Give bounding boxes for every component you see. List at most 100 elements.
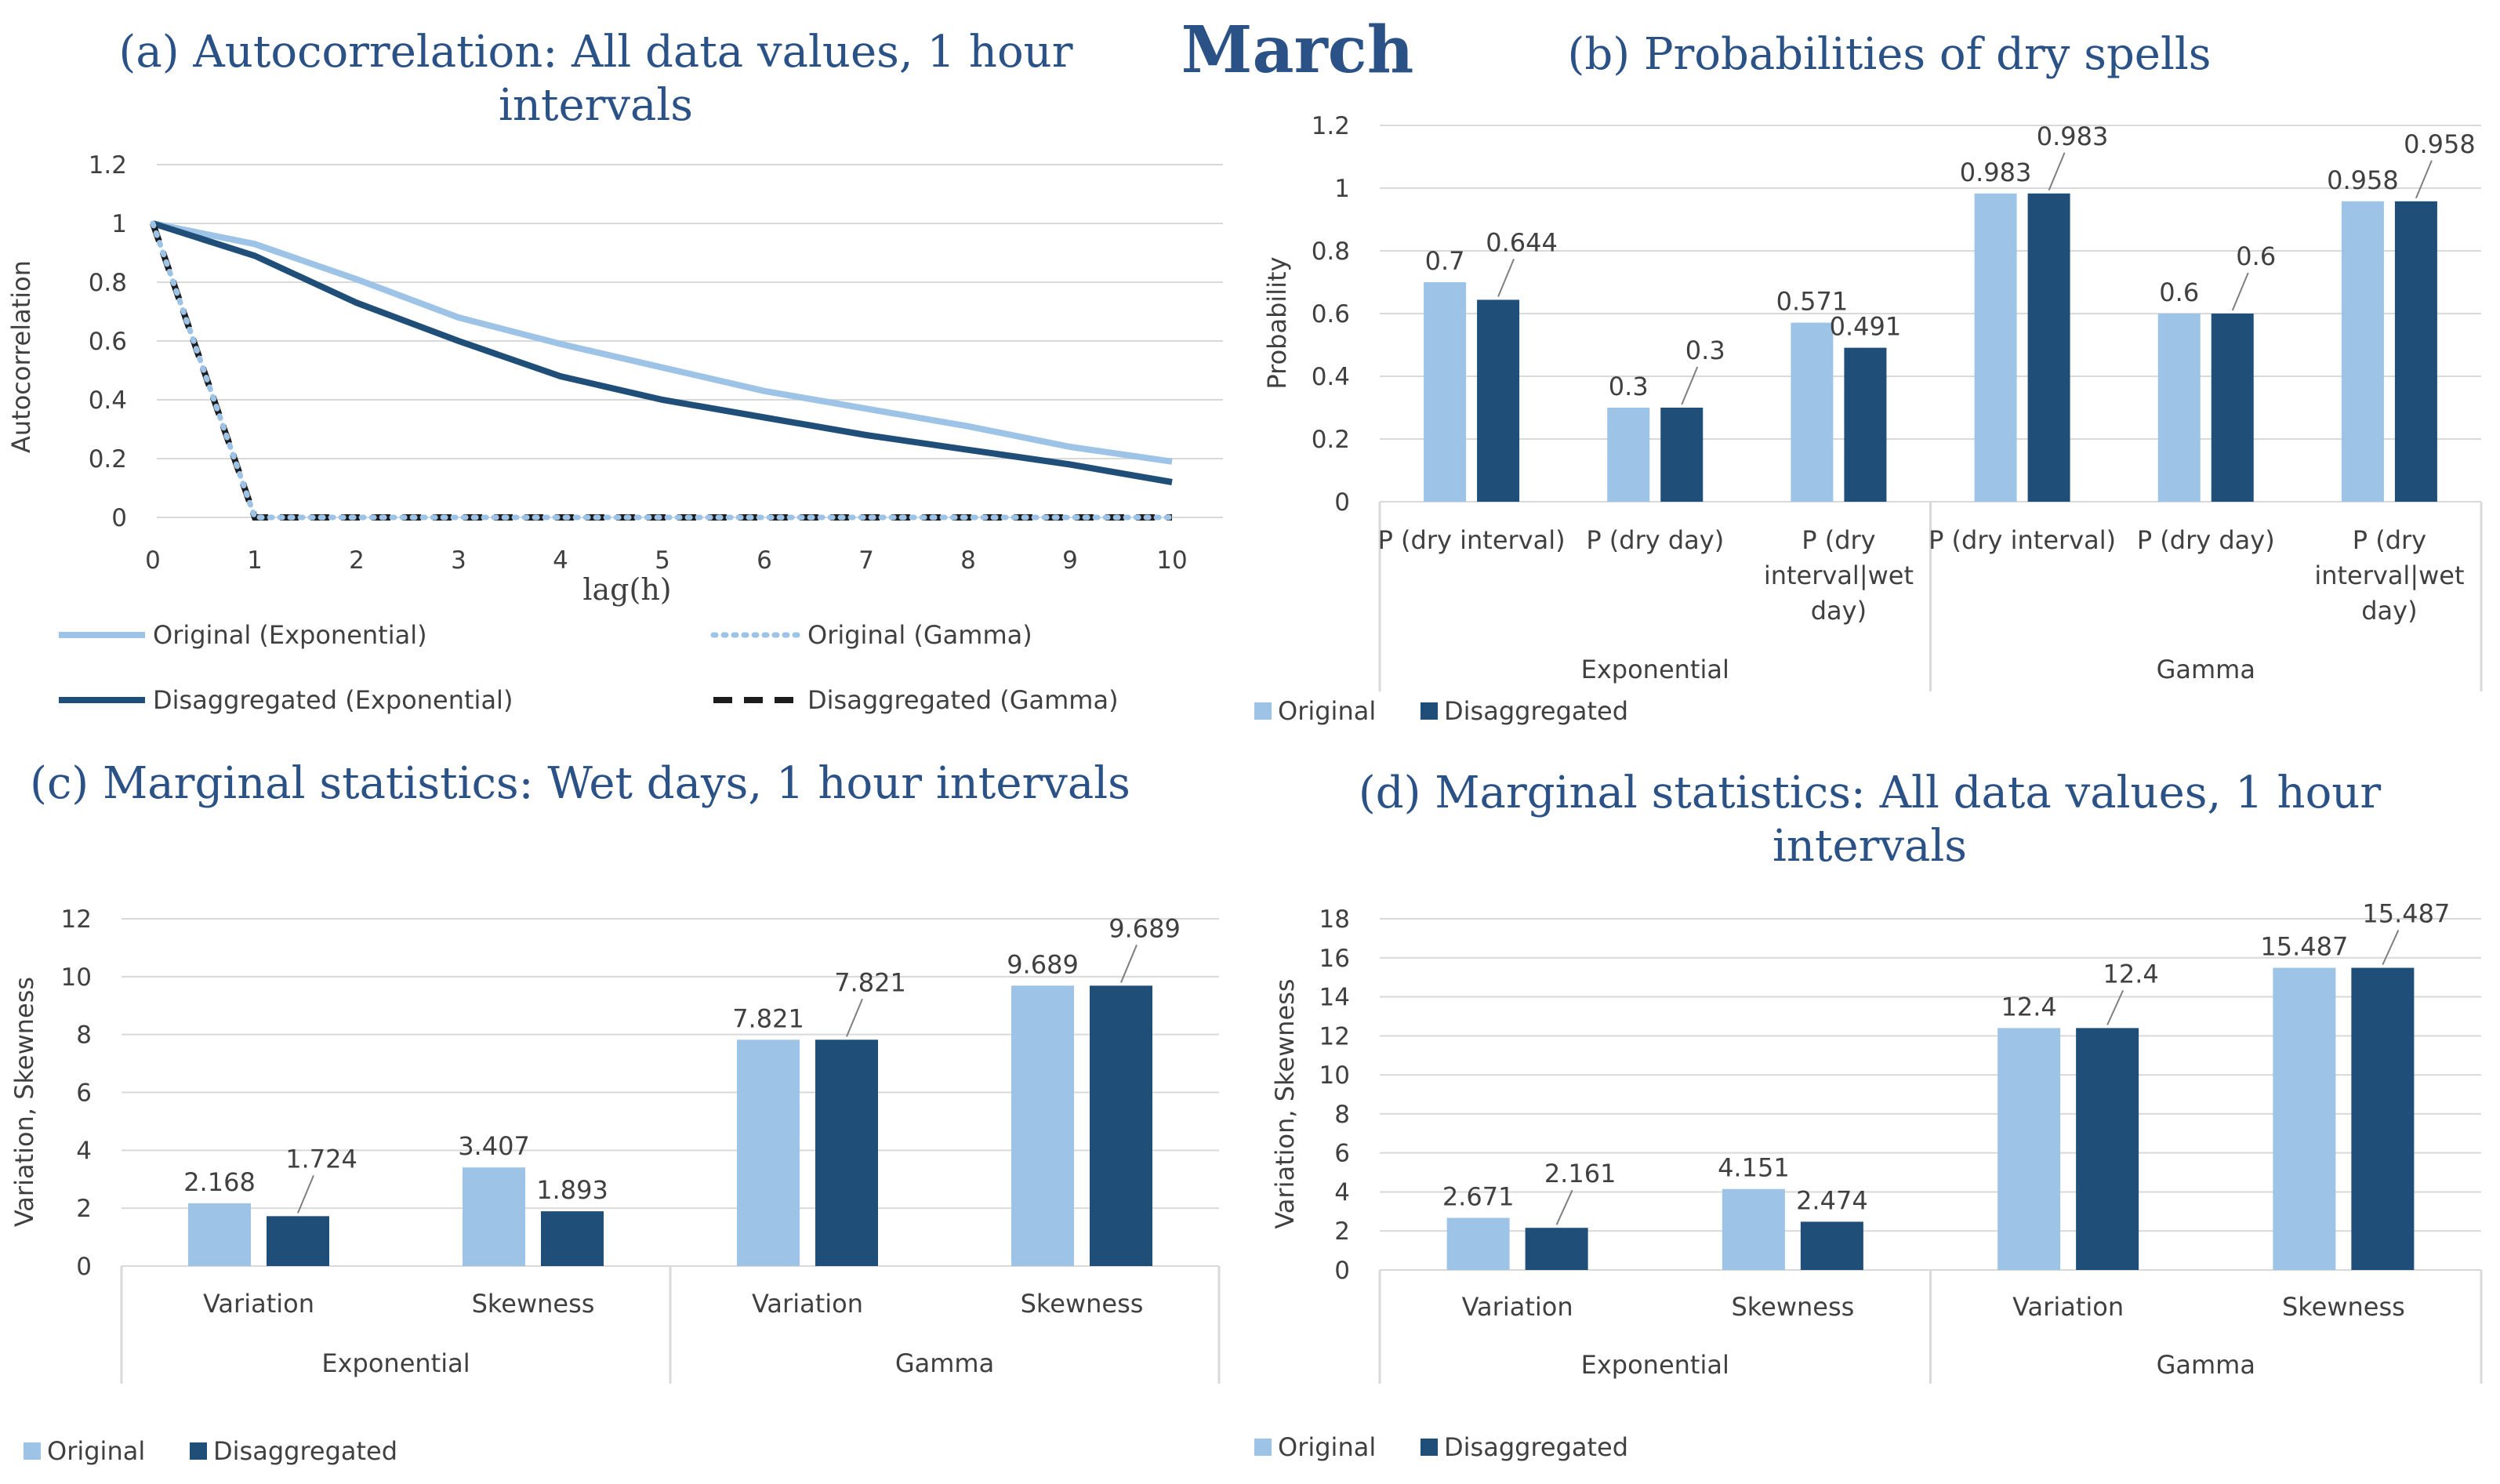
chart-a-y-tick-label: 0.2 [89,445,127,474]
chart-b-bar [2211,314,2254,502]
chart-c-title-line: (c) Marginal statistics: Wet days, 1 hou… [30,758,1130,809]
chart-b-data-label: 0.958 [2327,165,2399,195]
chart-d-y-tick-label: 18 [1319,905,1350,934]
chart-d-bar [1997,1028,2061,1270]
chart-b-bar [1424,282,1467,502]
chart-c-data-label: 1.724 [285,1144,357,1174]
chart-d-y-axis-label: Variation, Skewness [1270,978,1300,1228]
chart-d-y-tick-label: 14 [1319,984,1350,1012]
chart-c-bar [188,1203,251,1266]
chart-d-category-label: Variation [1462,1292,1573,1322]
chart-b-legend-swatch [1254,702,1272,720]
chart-c-category-label: Variation [203,1289,314,1319]
chart-d-data-label: 4.151 [1718,1153,1790,1183]
chart-c-bar [737,1040,800,1266]
chart-d-bar [1525,1228,1588,1270]
chart-a-legend-label: Disaggregated (Exponential) [153,685,513,715]
chart-a-x-tick-label: 5 [655,546,670,575]
chart-c-y-tick-label: 10 [61,963,92,992]
chart-d-category-label: Skewness [2282,1292,2405,1322]
chart-c-data-label: 9.689 [1108,913,1181,943]
chart-c-y-axis-label: Variation, Skewness [9,977,39,1227]
chart-c-data-label: 2.168 [183,1167,256,1197]
chart-d-bar [1722,1188,1785,1270]
chart-c-category-label: Skewness [472,1289,595,1319]
chart-d-y-tick-label: 16 [1319,945,1350,973]
chart-b-bar [2341,201,2384,502]
chart-d-bar [2351,967,2415,1270]
chart-b-category-label: day) [2361,596,2417,626]
chart-c-category-label: Skewness [1021,1289,1144,1319]
chart-a-y-tick-label: 0.6 [89,328,127,356]
chart-a-x-tick-label: 7 [858,546,874,575]
chart-d-data-label: 15.487 [2260,932,2348,962]
chart-a-y-tick-label: 0.8 [89,269,127,297]
chart-c-label-leader [846,998,863,1037]
chart-b-category-label: interval|wet [1764,561,1914,590]
chart-d-y-tick-label: 0 [1334,1257,1350,1285]
chart-c-y-tick-label: 8 [76,1021,92,1050]
chart-b-bar [2394,201,2437,502]
chart-b-data-label: 0.571 [1776,287,1849,317]
chart-a-y-tick-label: 1 [111,210,127,238]
chart-b-y-tick-label: 0.4 [1312,363,1350,391]
chart-b-y-tick-label: 0.2 [1312,426,1350,454]
chart-a-x-tick-label: 6 [757,546,772,575]
chart-d-data-label: 12.4 [2103,959,2159,989]
chart-c-y-tick-label: 2 [76,1195,92,1223]
chart-a-legend-label: Disaggregated (Gamma) [807,685,1119,715]
chart-b-data-label: 0.983 [1960,158,2032,187]
chart-b-label-leader [2048,152,2066,191]
chart-b-label-leader [2231,272,2249,311]
chart-d-y-tick-label: 8 [1334,1101,1350,1129]
chart-b-category-label: P (dry [2353,525,2426,555]
chart-d-label-leader [2382,930,2400,965]
chart-b-y-tick-label: 0.6 [1312,300,1350,328]
chart-c-data-label: 7.821 [732,1003,804,1033]
chart-d-y-tick-label: 12 [1319,1022,1350,1050]
chart-a-y-tick-label: 1.2 [89,151,127,180]
chart-a-series-line [152,220,1173,465]
chart-b-bar [2027,193,2070,503]
chart-b-data-label: 0.6 [2159,278,2199,307]
chart-a-y-tick-label: 0.4 [89,386,127,415]
chart-d-y-tick-label: 2 [1334,1217,1350,1246]
chart-a-y-axis-label: Autocorrelation [6,260,36,453]
chart-b-y-tick-label: 1 [1334,175,1350,203]
chart-a-x-tick-label: 1 [247,546,263,575]
chart-d-label-leader [2106,989,2124,1025]
chart-c-data-label: 1.893 [536,1175,608,1205]
chart-b-category-label: P (dry interval) [1929,525,2116,555]
chart-d-legend-label: Disaggregated [1444,1432,1628,1462]
chart-d-bar [1800,1221,1863,1270]
chart-b-bar [1974,193,2017,503]
chart-b-data-label: 0.491 [1830,312,1902,342]
chart-b-y-tick-label: 0 [1334,488,1350,517]
chart-d-y-tick-label: 10 [1319,1061,1350,1090]
chart-d-bar [2076,1028,2139,1270]
chart-b-data-label: 0.983 [2037,122,2109,151]
chart-d-category-label: Variation [2012,1292,2124,1322]
chart-b-label-leader [1497,259,1515,297]
chart-b-y-axis-label: Probability [1262,256,1292,389]
chart-b-label-leader [2415,160,2433,199]
chart-d-data-label: 2.161 [1544,1159,1616,1188]
chart-d-group-label: Exponential [1581,1350,1729,1380]
chart-b-data-label: 0.958 [2404,129,2476,159]
chart-a-legend-label: Original (Gamma) [807,620,1032,650]
chart-d-title-line: (d) Marginal statistics: All data values… [1359,767,2381,818]
chart-b-group-label: Gamma [2157,655,2255,684]
chart-a-series-line [150,220,1175,521]
chart-b-data-label: 0.6 [2236,241,2276,271]
chart-b-data-label: 0.644 [1486,227,1558,257]
chart-a-x-tick-label: 3 [451,546,466,575]
chart-d-data-label: 2.474 [1796,1185,1868,1215]
chart-d-legend-label: Original [1278,1432,1376,1462]
figure-title: March [1181,13,1414,88]
chart-c-y-tick-label: 4 [76,1137,92,1165]
chart-b-bar [1844,347,1887,502]
chart-c-label-leader [1120,944,1138,983]
chart-b-bar [1660,408,1704,502]
chart-c-bar [267,1216,329,1266]
chart-b-bar [2157,314,2201,502]
